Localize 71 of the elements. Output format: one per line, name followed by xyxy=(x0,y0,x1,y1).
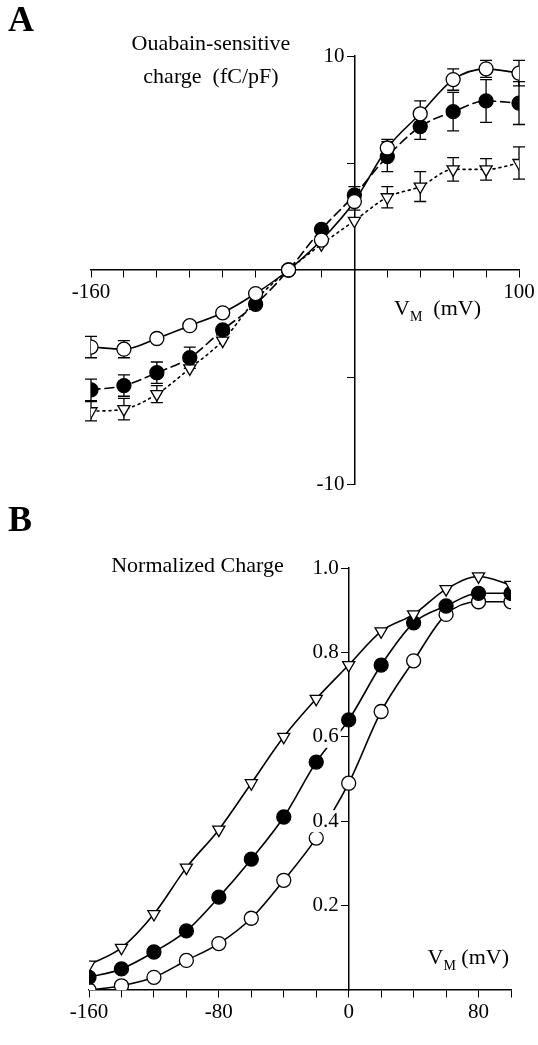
point xyxy=(308,830,324,846)
y-axis-title: Normalized Charge xyxy=(111,552,284,577)
point xyxy=(341,712,357,728)
point xyxy=(347,216,362,229)
point xyxy=(149,330,165,347)
point xyxy=(113,978,130,990)
x-tick-label: -160 xyxy=(69,999,109,1024)
x-tick-label: 0 xyxy=(343,999,354,1024)
point xyxy=(149,365,165,381)
point xyxy=(276,872,292,888)
x-tick-label: 100 xyxy=(503,279,535,304)
point xyxy=(179,863,194,876)
point xyxy=(446,165,460,178)
point xyxy=(146,969,162,985)
y-tick-label: 0.2 xyxy=(312,892,339,917)
point xyxy=(471,572,486,585)
point xyxy=(244,779,259,791)
point xyxy=(114,943,129,956)
point xyxy=(182,317,198,334)
point xyxy=(308,754,324,770)
point xyxy=(211,935,227,952)
point xyxy=(438,598,454,614)
point xyxy=(276,809,292,825)
point xyxy=(243,910,259,926)
point xyxy=(439,584,453,597)
point xyxy=(374,627,388,639)
point xyxy=(117,404,131,417)
y-tick-label: 1.0 xyxy=(312,554,339,579)
point xyxy=(183,364,197,377)
x-tick-label: -80 xyxy=(204,999,233,1024)
y-tick-label: 0.8 xyxy=(312,638,339,663)
point xyxy=(182,350,198,366)
point xyxy=(373,703,389,720)
point xyxy=(215,336,230,349)
point xyxy=(445,103,461,120)
chart-title: B xyxy=(8,499,33,540)
point xyxy=(380,193,395,205)
point xyxy=(341,775,357,791)
point xyxy=(341,660,356,673)
y-tick-label: 0.4 xyxy=(312,807,340,832)
point xyxy=(405,653,422,669)
point xyxy=(215,305,231,321)
point xyxy=(147,909,161,922)
point xyxy=(470,585,487,601)
y-tick-label: 10 xyxy=(323,42,345,67)
x-tick-label: 80 xyxy=(468,999,490,1024)
point xyxy=(478,93,494,109)
point xyxy=(150,389,164,402)
point xyxy=(277,732,291,745)
y-tick-label: -10 xyxy=(316,470,345,495)
point xyxy=(215,322,231,338)
point xyxy=(146,944,162,960)
chart-title: A xyxy=(8,0,34,40)
point xyxy=(412,118,428,135)
point xyxy=(479,165,493,178)
y-axis-title: Ouabain-sensitive charge (fC/pF) xyxy=(131,30,291,88)
point xyxy=(247,285,264,302)
point xyxy=(243,851,259,867)
point xyxy=(212,825,226,838)
point xyxy=(406,610,421,623)
point xyxy=(313,232,330,248)
point xyxy=(113,961,130,977)
point xyxy=(412,106,428,122)
point xyxy=(309,694,323,707)
point xyxy=(373,657,389,673)
x-tick-label: -160 xyxy=(71,279,111,304)
point xyxy=(178,923,195,939)
point xyxy=(211,889,227,905)
point xyxy=(178,952,195,969)
point xyxy=(413,182,427,195)
y-tick-label: 0.6 xyxy=(312,723,339,748)
